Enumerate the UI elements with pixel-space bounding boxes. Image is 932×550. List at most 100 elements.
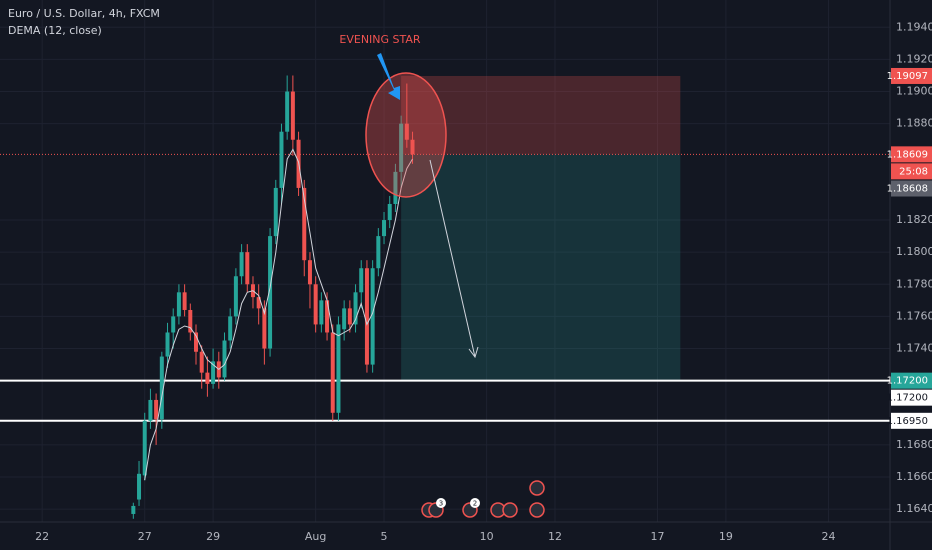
candle-body: [330, 332, 335, 413]
candle-body: [159, 356, 164, 420]
y-tick-label: 1.16800: [896, 438, 932, 451]
annotation-text: EVENING STAR: [339, 33, 421, 46]
y-tick-label: 1.19400: [896, 20, 932, 33]
projection-arrow: [429, 159, 479, 359]
price-label: 25:08: [899, 166, 928, 177]
price-label: 1.18608: [887, 184, 928, 195]
candle-body: [376, 236, 381, 269]
y-tick-label: 1.17800: [896, 277, 932, 290]
candle-body: [342, 308, 347, 330]
candle-body: [279, 131, 284, 188]
price-label-bg: [891, 163, 932, 180]
candle-body: [199, 351, 204, 373]
pattern-highlight: [365, 72, 447, 198]
candle-body: [233, 276, 238, 317]
target-zone: [401, 154, 681, 381]
candle-body: [347, 308, 352, 325]
x-tick-label: 5: [381, 530, 388, 543]
candle-body: [182, 292, 187, 310]
stop-zone: [401, 75, 681, 155]
event-count-label: 3: [439, 500, 443, 508]
candle-body: [285, 91, 290, 132]
candle-body: [353, 292, 358, 325]
candle-body: [399, 123, 404, 172]
x-tick-label: 27: [138, 530, 152, 543]
candle-body: [131, 505, 136, 514]
price-label-bg: [891, 180, 932, 197]
price-label-bg: [891, 412, 932, 429]
event-icon: [529, 480, 545, 496]
y-tick-label: 1.19000: [896, 85, 932, 98]
x-tick-label: 12: [548, 530, 562, 543]
price-label: 1.16950: [887, 416, 928, 427]
event-icon: [529, 502, 545, 518]
x-tick-label: Aug: [305, 530, 326, 543]
price-label: 1.18609: [887, 149, 928, 160]
candle-body: [273, 187, 278, 237]
price-label: 1.19097: [887, 71, 928, 82]
event-icon: [502, 502, 518, 518]
candle-body: [307, 260, 312, 285]
candle-body: [404, 123, 409, 140]
event-count-label: 2: [473, 500, 477, 508]
candle-body: [245, 252, 250, 285]
candle-body: [256, 297, 261, 309]
candle-body: [387, 203, 392, 221]
candle-body: [370, 268, 375, 365]
annotation-arrow: [377, 53, 400, 100]
chart-title: Euro / U.S. Dollar, 4h, FXCM: [8, 7, 160, 20]
candle-body: [268, 236, 273, 349]
candle-body: [359, 268, 364, 293]
dema-line: [144, 148, 413, 481]
candle-body: [313, 284, 318, 325]
candle-body: [325, 300, 330, 333]
candle-body: [382, 220, 387, 237]
x-tick-label: 24: [821, 530, 835, 543]
y-tick-label: 1.16600: [896, 470, 932, 483]
price-label-bg: [891, 372, 932, 389]
candle-body: [410, 139, 415, 155]
candle-body: [262, 308, 267, 349]
price-label: 1.17200: [887, 376, 928, 387]
candle-body: [188, 309, 193, 333]
candle-body: [148, 399, 153, 421]
price-label: 1.17200: [887, 393, 928, 404]
y-tick-label: 1.17400: [896, 342, 932, 355]
candle-body: [154, 399, 159, 420]
candle-body: [302, 187, 307, 261]
price-label-bg: [891, 389, 932, 406]
candle-body: [194, 332, 199, 352]
candle-body: [137, 473, 142, 500]
y-tick-label: 1.19200: [896, 52, 932, 65]
candle-body: [171, 316, 176, 333]
y-tick-label: 1.18800: [896, 117, 932, 130]
y-tick-label: 1.18000: [896, 245, 932, 258]
y-tick-label: 1.17600: [896, 309, 932, 322]
candle-body: [142, 420, 147, 476]
x-tick-label: 29: [206, 530, 220, 543]
x-tick-label: 19: [719, 530, 733, 543]
candle-body: [222, 340, 227, 378]
candle-body: [211, 361, 216, 384]
x-tick-label: 22: [35, 530, 49, 543]
indicator-label: DEMA (12, close): [8, 24, 102, 37]
x-tick-label: 10: [480, 530, 494, 543]
candle-body: [176, 292, 181, 317]
candle-body: [205, 372, 210, 384]
y-tick-label: 1.16400: [896, 502, 932, 515]
candle-body: [239, 252, 244, 277]
candle-body: [228, 316, 233, 341]
price-label-bg: [891, 146, 932, 163]
event-count: [470, 498, 480, 508]
candle-body: [393, 171, 398, 204]
candle-body: [165, 332, 170, 357]
candle-body: [319, 300, 324, 325]
candle-body: [290, 91, 295, 140]
price-label-bg: [891, 67, 932, 84]
candle-body: [336, 324, 341, 413]
x-tick-label: 17: [651, 530, 665, 543]
y-tick-label: 1.18200: [896, 213, 932, 226]
candle-body: [364, 268, 369, 365]
event-count: [436, 498, 446, 508]
